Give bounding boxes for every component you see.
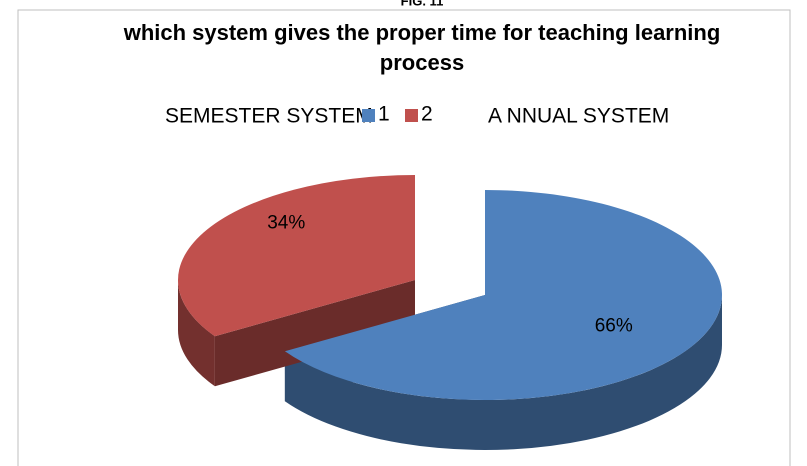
pie-side [178,280,215,387]
annotation: SEMESTER SYSTEM [165,105,373,128]
chart-frame [17,9,791,466]
legend-swatch [405,109,418,122]
legend-label: 1 [378,103,390,126]
pie-slice [178,175,415,337]
pie-tops [178,175,722,401]
pie-side [284,295,722,451]
legend-swatch [362,109,375,122]
legend: SEMESTER SYSTEM A NNUAL SYSTEM 1 2 [165,103,669,128]
pie-wall [214,280,415,387]
data-label: 66% [595,315,633,336]
figure-label: FIG. 11 [401,0,444,8]
chart-title: which system gives the proper time for t… [123,20,721,75]
pie-slice [284,190,722,401]
annotation: A NNUAL SYSTEM [488,105,669,128]
data-label: 34% [267,213,305,234]
legend-label: 2 [421,103,433,126]
